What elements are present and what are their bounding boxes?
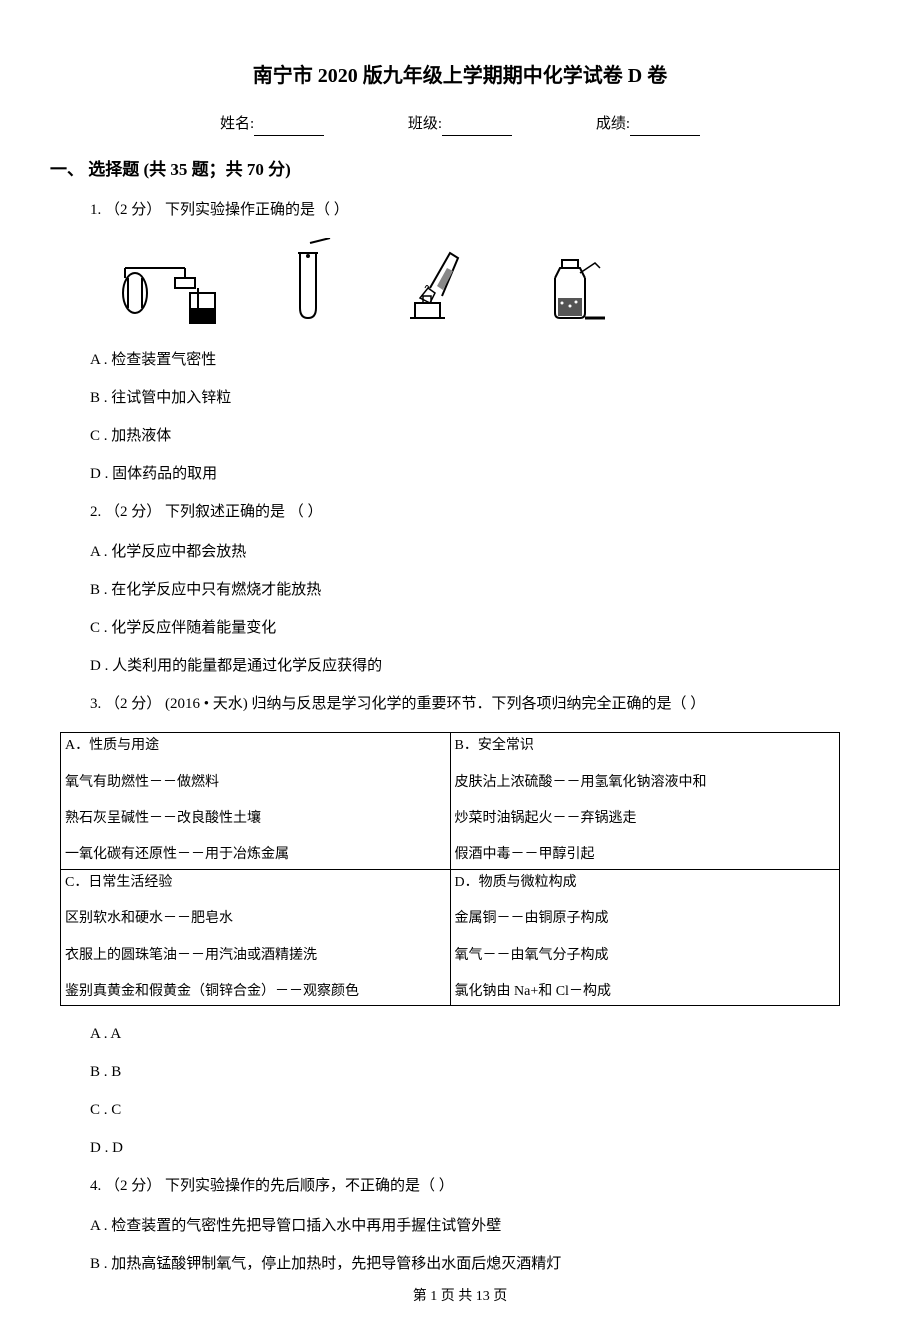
cell-c-line3: 鉴别真黄金和假黄金（铜锌合金）－－观察颜色: [65, 981, 446, 1003]
solid-medicine-icon: [540, 248, 620, 328]
q1-option-a: A . 检查装置气密性: [90, 348, 870, 372]
class-label: 班级:: [408, 116, 442, 132]
q3-table: A．性质与用途 氧气有助燃性－－做燃料 熟石灰呈碱性－－改良酸性土壤 一氧化碳有…: [60, 732, 840, 1006]
cell-b-line1: 皮肤沾上浓硫酸－－用氢氧化钠溶液中和: [455, 772, 836, 794]
q2-option-a: A . 化学反应中都会放热: [90, 540, 870, 564]
q1-stem: 1. （2 分） 下列实验操作正确的是（ ）: [90, 198, 870, 222]
q3-option-a: A . A: [90, 1022, 870, 1046]
q1-option-c: C . 加热液体: [90, 424, 870, 448]
apparatus-air-tightness-icon: [120, 248, 220, 328]
q4-option-a: A . 检查装置的气密性先把导管口插入水中再用手握住试管外壁: [90, 1214, 870, 1238]
page-footer: 第 1 页 共 13 页: [50, 1286, 870, 1308]
heat-liquid-icon: [400, 238, 480, 328]
class-blank: [442, 121, 512, 136]
class-field: 班级:: [408, 112, 512, 136]
cell-b-line2: 炒菜时油锅起火－－弃锅逃走: [455, 808, 836, 830]
q2-option-b: B . 在化学反应中只有燃烧才能放热: [90, 578, 870, 602]
q3-option-d: D . D: [90, 1136, 870, 1160]
name-blank: [254, 121, 324, 136]
cell-a-header: A．性质与用途: [65, 735, 446, 757]
cell-d: D．物质与微粒构成 金属铜－－由铜原子构成 氧气－－由氧气分子构成 氯化钠由 N…: [450, 869, 840, 1006]
score-blank: [630, 121, 700, 136]
cell-b-line3: 假酒中毒－－甲醇引起: [455, 844, 836, 866]
cell-a-line3: 一氧化碳有还原性－－用于冶炼金属: [65, 844, 446, 866]
cell-a-line2: 熟石灰呈碱性－－改良酸性土壤: [65, 808, 446, 830]
q3-stem: 3. （2 分） (2016 • 天水) 归纳与反思是学习化学的重要环节．下列各…: [90, 692, 870, 716]
test-tube-zinc-icon: [280, 238, 340, 328]
q2-option-c: C . 化学反应伴随着能量变化: [90, 616, 870, 640]
cell-c-line2: 衣服上的圆珠笔油－－用汽油或酒精搓洗: [65, 945, 446, 967]
student-info-line: 姓名: 班级: 成绩:: [50, 112, 870, 136]
section-1-header: 一、 选择题 (共 35 题；共 70 分): [50, 156, 870, 183]
score-label: 成绩:: [596, 116, 630, 132]
q3-option-b: B . B: [90, 1060, 870, 1084]
cell-b: B．安全常识 皮肤沾上浓硫酸－－用氢氧化钠溶液中和 炒菜时油锅起火－－弃锅逃走 …: [450, 733, 840, 870]
cell-c-header: C．日常生活经验: [65, 872, 446, 894]
cell-c-line1: 区别软水和硬水－－肥皂水: [65, 908, 446, 930]
cell-d-line1: 金属铜－－由铜原子构成: [455, 908, 836, 930]
name-field: 姓名:: [220, 112, 324, 136]
q2-option-d: D . 人类利用的能量都是通过化学反应获得的: [90, 654, 870, 678]
table-row: C．日常生活经验 区别软水和硬水－－肥皂水 衣服上的圆珠笔油－－用汽油或酒精搓洗…: [61, 869, 840, 1006]
q1-images: [120, 238, 870, 328]
cell-d-line2: 氧气－－由氧气分子构成: [455, 945, 836, 967]
q1-option-d: D . 固体药品的取用: [90, 462, 870, 486]
cell-a-line1: 氧气有助燃性－－做燃料: [65, 772, 446, 794]
cell-a: A．性质与用途 氧气有助燃性－－做燃料 熟石灰呈碱性－－改良酸性土壤 一氧化碳有…: [61, 733, 451, 870]
table-row: A．性质与用途 氧气有助燃性－－做燃料 熟石灰呈碱性－－改良酸性土壤 一氧化碳有…: [61, 733, 840, 870]
cell-d-header: D．物质与微粒构成: [455, 872, 836, 894]
document-title: 南宁市 2020 版九年级上学期期中化学试卷 D 卷: [50, 60, 870, 92]
q2-stem: 2. （2 分） 下列叙述正确的是 （ ）: [90, 500, 870, 524]
q1-option-b: B . 往试管中加入锌粒: [90, 386, 870, 410]
cell-b-header: B．安全常识: [455, 735, 836, 757]
cell-c: C．日常生活经验 区别软水和硬水－－肥皂水 衣服上的圆珠笔油－－用汽油或酒精搓洗…: [61, 869, 451, 1006]
q4-stem: 4. （2 分） 下列实验操作的先后顺序，不正确的是（ ）: [90, 1174, 870, 1198]
cell-d-line3: 氯化钠由 Na+和 Cl－构成: [455, 981, 836, 1003]
score-field: 成绩:: [596, 112, 700, 136]
q3-option-c: C . C: [90, 1098, 870, 1122]
q4-option-b: B . 加热高锰酸钾制氧气，停止加热时，先把导管移出水面后熄灭酒精灯: [90, 1252, 870, 1276]
name-label: 姓名:: [220, 116, 254, 132]
